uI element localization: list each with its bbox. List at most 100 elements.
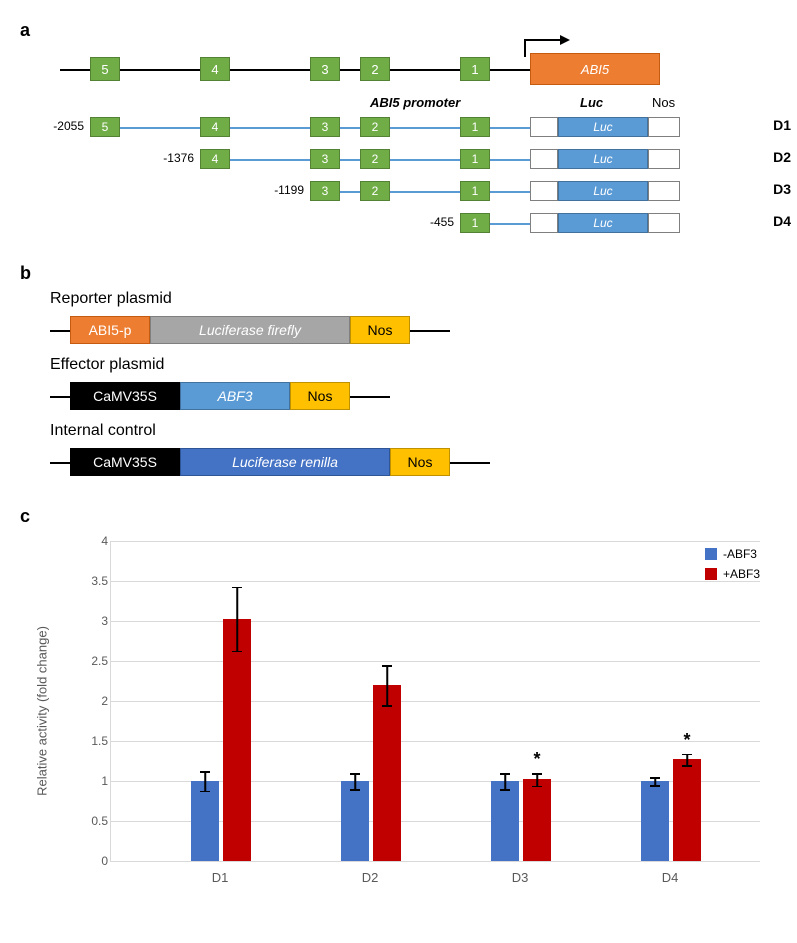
plasmid-effector-part-1: ABF3 (180, 382, 290, 410)
construct-D3-box-3: 3 (310, 181, 340, 201)
construct-D2-nos (648, 149, 680, 169)
x-tick-D2: D2 (362, 870, 379, 885)
significance-star-D3: * (533, 749, 540, 770)
construct-D4-nos (648, 213, 680, 233)
construct-D3: -1199321LucD3 (60, 175, 757, 207)
construct-D3-luc: Luc (558, 181, 648, 201)
y-tick-2.5: 2.5 (80, 654, 108, 668)
construct-label-D1: D1 (773, 117, 791, 133)
bar-chart: Relative activity (fold change) ** 00.51… (50, 531, 770, 891)
x-tick-D1: D1 (212, 870, 229, 885)
plasmid-control-part-1: Luciferase renilla (180, 448, 390, 476)
promoter-box-4: 4 (200, 57, 230, 81)
y-tick-0: 0 (80, 854, 108, 868)
panel-a: a 54321ABI5 ABI5 promoter Luc Nos -20555… (20, 20, 777, 239)
plasmid-effector-part-0: CaMV35S (70, 382, 180, 410)
panel-b: b Reporter plasmid ABI5-pLuciferase fire… (20, 263, 777, 482)
panel-c: c Relative activity (fold change) ** 00.… (20, 506, 777, 891)
construct-D3-spacer-left (530, 181, 558, 201)
y-tick-3.5: 3.5 (80, 574, 108, 588)
bar-D1--ABF3 (191, 781, 219, 861)
promoter-box-3: 3 (310, 57, 340, 81)
x-tick-D4: D4 (662, 870, 679, 885)
y-tick-1.5: 1.5 (80, 734, 108, 748)
legend-row-0: -ABF3 (705, 547, 760, 561)
legend-label-1: +ABF3 (723, 567, 760, 581)
promoter-box-1: 1 (460, 57, 490, 81)
panel-a-label: a (20, 20, 777, 41)
construct-D1-box-2: 2 (360, 117, 390, 137)
construct-D1-box-5: 5 (90, 117, 120, 137)
bar-D2--ABF3 (341, 781, 369, 861)
legend-swatch-1 (705, 568, 717, 580)
construct-D1: -205554321LucD1 (60, 111, 757, 143)
control-plasmid: CaMV35SLuciferase renillaNos (50, 442, 570, 482)
construct-D3-box-2: 2 (360, 181, 390, 201)
construct-D1-box-3: 3 (310, 117, 340, 137)
legend-label-0: -ABF3 (723, 547, 757, 561)
construct-D2-box-3: 3 (310, 149, 340, 169)
reporter-plasmid: ABI5-pLuciferase fireflyNos (50, 310, 570, 350)
plasmid-control-part-0: CaMV35S (70, 448, 180, 476)
plasmid-reporter-part-0: ABI5-p (70, 316, 150, 344)
y-tick-1: 1 (80, 774, 108, 788)
abi5-gene-box: ABI5 (530, 53, 660, 85)
y-tick-2: 2 (80, 694, 108, 708)
plasmid-reporter-part-2: Nos (350, 316, 410, 344)
coord-D2: -1376 (154, 151, 194, 165)
construct-D2-box-1: 1 (460, 149, 490, 169)
construct-D1-spacer-left (530, 117, 558, 137)
y-axis-title: Relative activity (fold change) (35, 626, 50, 796)
plasmid-effector-part-2: Nos (290, 382, 350, 410)
gene-structure: 5 4 32 1 ABI5 (60, 45, 757, 93)
coord-D3: -1199 (264, 183, 304, 197)
y-tick-3: 3 (80, 614, 108, 628)
coord-D1: -2055 (44, 119, 84, 133)
effector-title: Effector plasmid (50, 356, 777, 374)
chart-area: ** (110, 541, 760, 862)
construct-D1-box-1: 1 (460, 117, 490, 137)
legend-swatch-0 (705, 548, 717, 560)
construct-D4: -4551LucD4 (60, 207, 757, 239)
luc-header-label: Luc (580, 95, 603, 110)
construct-D4-spacer-left (530, 213, 558, 233)
construct-D3-nos (648, 181, 680, 201)
bar-D2-+ABF3 (373, 685, 401, 861)
promoter-box-5: 5 (90, 57, 120, 81)
bar-D3--ABF3 (491, 781, 519, 861)
bar-D4--ABF3 (641, 781, 669, 861)
panel-c-label: c (20, 506, 777, 527)
plasmid-reporter-part-1: Luciferase firefly (150, 316, 350, 344)
bar-D3-+ABF3 (523, 779, 551, 861)
x-tick-D3: D3 (512, 870, 529, 885)
construct-D1-nos (648, 117, 680, 137)
bar-D4-+ABF3 (673, 759, 701, 861)
control-title: Internal control (50, 422, 777, 440)
panel-b-label: b (20, 263, 777, 284)
construct-label-D4: D4 (773, 213, 791, 229)
coord-D4: -455 (414, 215, 454, 229)
construct-label-D2: D2 (773, 149, 791, 165)
bar-D1-+ABF3 (223, 619, 251, 861)
construct-D3-box-1: 1 (460, 181, 490, 201)
constructs: -205554321LucD1-13764321LucD2-1199321Luc… (20, 111, 777, 239)
construct-D2-box-2: 2 (360, 149, 390, 169)
legend: -ABF3 +ABF3 (705, 547, 760, 587)
construct-header: ABI5 promoter Luc Nos (60, 93, 757, 111)
reporter-title: Reporter plasmid (50, 290, 777, 308)
plasmid-control-part-2: Nos (390, 448, 450, 476)
construct-D2: -13764321LucD2 (60, 143, 757, 175)
construct-D2-luc: Luc (558, 149, 648, 169)
promoter-box-2: 2 (360, 57, 390, 81)
legend-row-1: +ABF3 (705, 567, 760, 581)
construct-label-D3: D3 (773, 181, 791, 197)
effector-plasmid: CaMV35SABF3Nos (50, 376, 570, 416)
construct-D1-luc: Luc (558, 117, 648, 137)
y-tick-0.5: 0.5 (80, 814, 108, 828)
nos-header-label: Nos (652, 95, 675, 110)
construct-D2-box-4: 4 (200, 149, 230, 169)
construct-D4-luc: Luc (558, 213, 648, 233)
construct-D1-box-4: 4 (200, 117, 230, 137)
construct-D2-spacer-left (530, 149, 558, 169)
significance-star-D4: * (683, 730, 690, 751)
